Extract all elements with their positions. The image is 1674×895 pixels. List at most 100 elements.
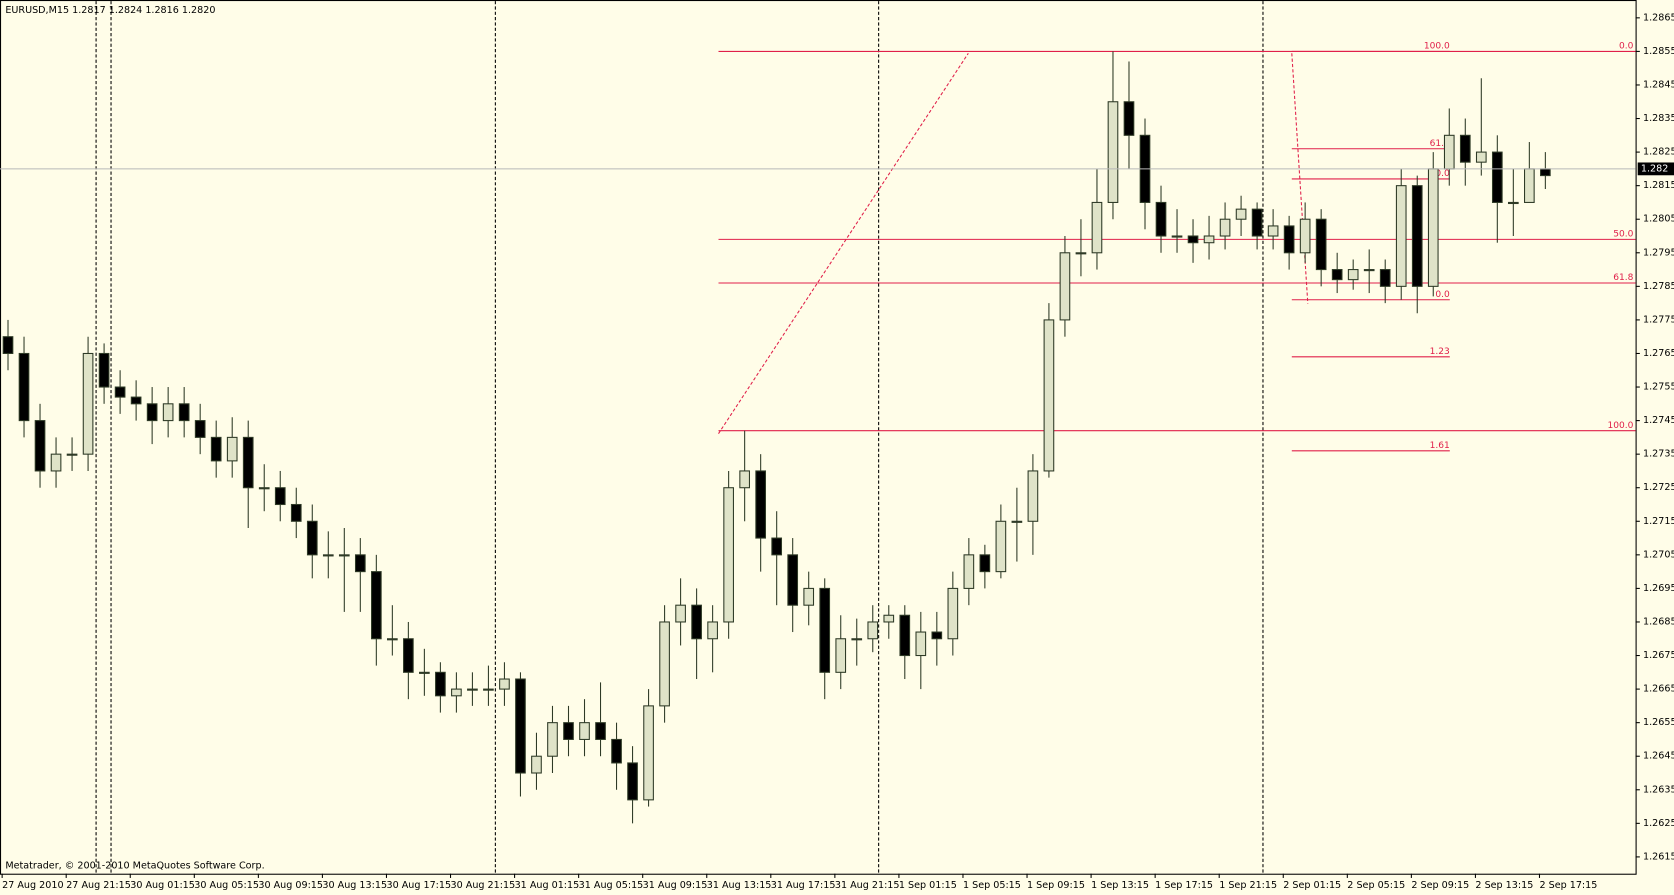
candles	[2, 51, 1551, 824]
candle-body	[1540, 168, 1551, 177]
y-tick-label: 1.2645	[1643, 751, 1674, 762]
candle-body	[899, 614, 911, 657]
price-label-box	[1637, 162, 1674, 176]
chart-title: EURUSD,M15 1.2817 1.2824 1.2816 1.2820	[5, 5, 215, 16]
candle-body	[1299, 218, 1311, 254]
candle-body	[370, 571, 382, 640]
fib-label: 1.61	[1430, 441, 1450, 451]
fib-trendline	[718, 52, 969, 434]
x-tick-label: 2 Sep 01:15	[1283, 880, 1341, 891]
candle-body	[915, 631, 927, 657]
candle-body	[595, 722, 606, 740]
x-tick-label: 30 Aug 05:15	[194, 880, 259, 891]
candle-body	[1059, 252, 1071, 321]
y-tick-label: 1.2815	[1643, 180, 1674, 191]
x-tick-label: 1 Sep 13:15	[1091, 880, 1149, 891]
candle-body	[194, 420, 206, 438]
candle-body	[1107, 101, 1119, 203]
candle-body	[1475, 151, 1487, 163]
price-label: 1.282	[1641, 163, 1668, 174]
candle-body	[242, 436, 254, 489]
fib-label: 100.0	[1607, 421, 1633, 431]
candle-body	[675, 604, 686, 623]
y-tick-label: 1.2835	[1643, 113, 1674, 124]
x-tick-label: 30 Aug 13:15	[322, 880, 387, 891]
y-tick-label: 1.2655	[1643, 717, 1674, 728]
y-tick-label: 1.2695	[1643, 583, 1674, 594]
candle-body	[947, 587, 959, 640]
candle-body	[1347, 269, 1359, 281]
candle-body	[387, 638, 398, 641]
day-separators	[95, 1, 1264, 874]
x-tick-label: 1 Sep 05:15	[963, 880, 1021, 891]
y-tick-label: 1.2705	[1643, 549, 1674, 560]
candle-body	[1187, 235, 1199, 244]
x-tick-label: 1 Sep 01:15	[899, 880, 957, 891]
candle-body	[547, 722, 558, 757]
fib-label: 0.0	[1619, 42, 1634, 52]
candle-body	[1524, 168, 1535, 203]
candle-body	[563, 722, 574, 740]
y-tick-label: 1.2625	[1643, 818, 1674, 829]
y-tick-label: 1.2765	[1643, 348, 1674, 359]
candle-body	[210, 436, 222, 462]
y-tick-label: 1.2795	[1643, 247, 1674, 258]
x-tick-label: 1 Sep 17:15	[1155, 880, 1213, 891]
y-tick-label: 1.2725	[1643, 482, 1674, 493]
candle-body	[1011, 520, 1023, 523]
fib-label: 61.8	[1430, 139, 1450, 149]
candle-body	[178, 403, 190, 422]
candle-body	[835, 638, 847, 673]
fib-label: 0.0	[1435, 290, 1450, 300]
candle-body	[819, 587, 831, 673]
candle-body	[659, 621, 670, 707]
candle-body	[403, 638, 414, 673]
candle-body	[1171, 235, 1183, 238]
x-tick-label: 1 Sep 21:15	[1219, 880, 1277, 891]
y-tick-label: 1.2715	[1643, 516, 1674, 527]
candle-body	[1203, 235, 1215, 244]
candle-body	[499, 678, 510, 690]
candle-body	[1043, 319, 1055, 472]
candle-body	[114, 386, 126, 398]
candle-body	[1491, 151, 1503, 203]
candle-body	[579, 722, 590, 740]
candle-body	[883, 614, 895, 623]
candle-body	[50, 453, 62, 472]
candle-body	[34, 420, 46, 472]
x-tick-label: 27 Aug 21:15	[66, 880, 131, 891]
x-tick-label: 1 Sep 09:15	[1027, 880, 1085, 891]
candle-body	[306, 520, 318, 556]
candle-body	[1331, 269, 1343, 281]
candle-body	[979, 554, 991, 573]
x-tick-label: 30 Aug 09:15	[258, 880, 323, 891]
x-tick-label: 31 Aug 05:15	[579, 880, 644, 891]
x-tick-label: 2 Sep 13:15	[1475, 880, 1533, 891]
candle-body	[98, 352, 110, 388]
y-tick-label: 1.2745	[1643, 415, 1674, 426]
candle-body	[322, 554, 334, 557]
candle-body	[1395, 185, 1407, 287]
fib-label: 61.8	[1613, 273, 1633, 283]
y-tick-label: 1.2865	[1643, 12, 1674, 23]
candle-body	[451, 688, 462, 697]
candle-body	[1427, 168, 1439, 287]
candle-body	[755, 470, 767, 539]
x-tick-label: 31 Aug 13:15	[707, 880, 772, 891]
candle-body	[771, 537, 783, 556]
candle-body	[643, 705, 654, 801]
candle-body	[1075, 252, 1087, 255]
x-tick-label: 2 Sep 09:15	[1411, 880, 1469, 891]
x-tick-label: 2 Sep 17:15	[1539, 880, 1597, 891]
candle-body	[338, 554, 350, 557]
candle-body	[851, 638, 863, 641]
candle-body	[435, 671, 446, 697]
fib-label: 100.0	[1424, 42, 1450, 52]
fib-label: 1.23	[1430, 347, 1450, 357]
candle-body	[1267, 225, 1279, 237]
candle-body	[963, 554, 975, 589]
candle-body	[1251, 208, 1263, 237]
x-tick-label: 30 Aug 17:15	[386, 880, 451, 891]
